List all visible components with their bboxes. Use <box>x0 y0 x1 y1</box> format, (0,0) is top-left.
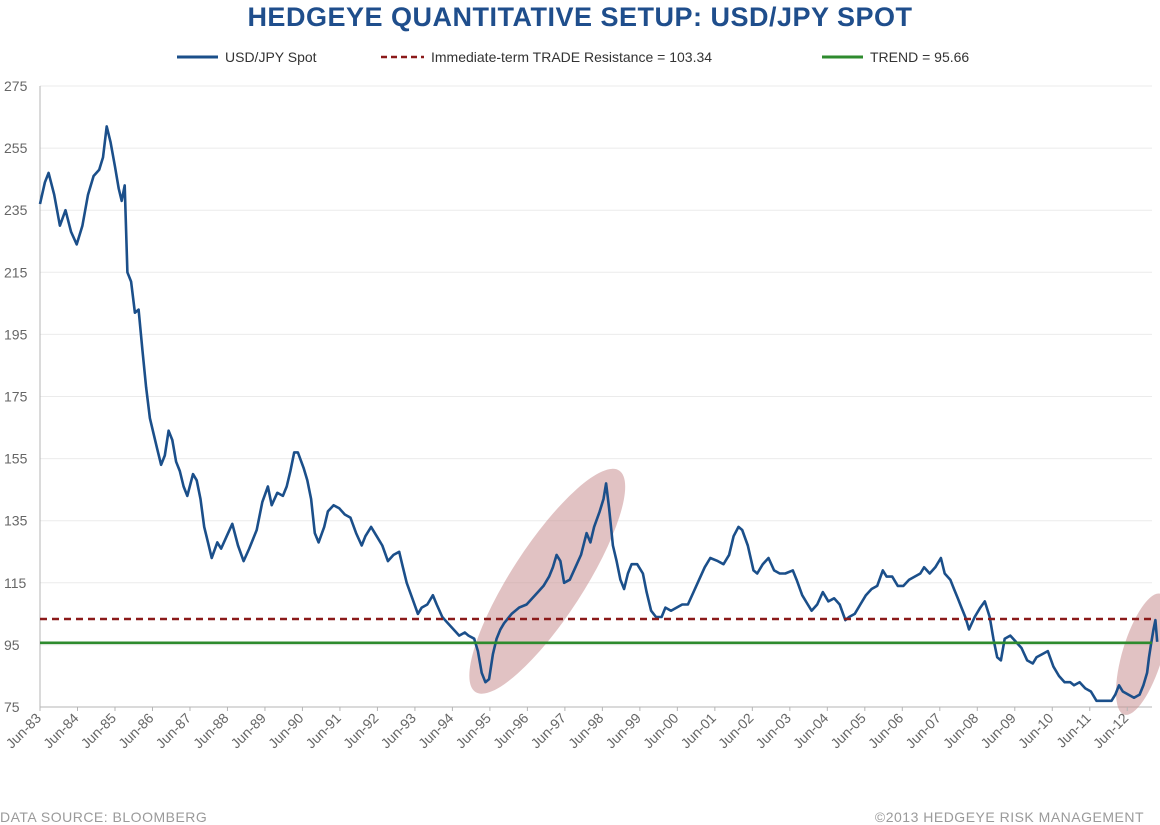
x-tick-label-13: Jun-95 <box>452 710 494 752</box>
x-tick-label-8: Jun-90 <box>265 710 307 752</box>
x-tick-label-9: Jun-91 <box>302 710 344 752</box>
legend-label-spot: USD/JPY Spot <box>225 49 317 65</box>
series-lines <box>38 125 1159 703</box>
y-tick-label-75: 75 <box>4 699 20 715</box>
x-tick-label-28: Jun-10 <box>1015 710 1057 752</box>
y-tick-label-115: 115 <box>4 575 27 591</box>
y-tick-label-175: 175 <box>4 389 28 405</box>
x-tick-label-29: Jun-11 <box>1053 710 1094 751</box>
legend-label-resistance: Immediate-term TRADE Resistance = 103.34 <box>431 49 712 65</box>
x-tick-label-22: Jun-04 <box>790 710 832 752</box>
axes <box>39 86 1152 708</box>
y-tick-label-95: 95 <box>4 637 20 653</box>
footer-data-source: DATA SOURCE: BLOOMBERG <box>0 809 208 825</box>
series-line-usdjpy-spot <box>38 125 1159 703</box>
x-tick-label-15: Jun-97 <box>527 710 569 752</box>
y-tick-label-255: 255 <box>4 140 28 156</box>
x-tick-label-14: Jun-96 <box>490 710 532 752</box>
grid-lines <box>40 85 1152 646</box>
x-tick-label-26: Jun-08 <box>940 710 982 752</box>
footer-copyright: ©2013 HEDGEYE RISK MANAGEMENT <box>874 809 1144 825</box>
y-tick-label-235: 235 <box>4 202 28 218</box>
x-tick-label-21: Jun-03 <box>752 710 794 752</box>
x-tick-label-30: Jun-12 <box>1090 710 1132 752</box>
x-tick-label-20: Jun-02 <box>715 710 757 752</box>
y-tick-label-215: 215 <box>4 264 28 280</box>
legend-label-trend: TREND = 95.66 <box>870 49 969 65</box>
x-tick-label-27: Jun-09 <box>977 710 1019 752</box>
legend: USD/JPY Spot Immediate-term TRADE Resist… <box>177 49 969 65</box>
x-tick-label-12: Jun-94 <box>415 710 457 752</box>
x-tick-label-24: Jun-06 <box>865 710 907 752</box>
y-tick-label-275: 275 <box>4 78 28 94</box>
y-axis-ticks: 75 95 115 135 155 175 195 215 235 255 275 <box>4 78 28 715</box>
x-tick-label-11: Jun-93 <box>377 710 419 752</box>
x-tick-label-6: Jun-88 <box>190 710 232 752</box>
x-tick-label-5: Jun-87 <box>153 710 195 752</box>
x-tick-label-25: Jun-07 <box>902 710 944 752</box>
chart-title: HEDGEYE QUANTITATIVE SETUP: USD/JPY SPOT <box>247 2 913 32</box>
highlight-ellipse-2 <box>1115 593 1160 715</box>
x-tick-label-19: Jun-01 <box>677 710 719 752</box>
x-axis-ticks: Jun-83Jun-84Jun-85Jun-86Jun-87Jun-88Jun-… <box>3 707 1132 751</box>
x-tick-label-17: Jun-99 <box>602 710 644 752</box>
x-tick-label-18: Jun-00 <box>640 710 682 752</box>
x-tick-label-4: Jun-86 <box>115 710 157 752</box>
x-tick-label-16: Jun-98 <box>565 710 607 752</box>
x-tick-label-1: Jun-83 <box>3 710 45 752</box>
x-tick-label-23: Jun-05 <box>827 710 869 752</box>
x-tick-label-3: Jun-85 <box>78 710 120 752</box>
y-tick-label-135: 135 <box>4 513 28 529</box>
x-tick-label-10: Jun-92 <box>340 710 382 752</box>
y-tick-label-155: 155 <box>4 451 28 467</box>
x-tick-label-7: Jun-89 <box>227 710 269 752</box>
x-tick-label-2: Jun-84 <box>40 710 82 752</box>
y-tick-label-195: 195 <box>4 326 28 342</box>
highlight-ellipses <box>469 468 1160 715</box>
